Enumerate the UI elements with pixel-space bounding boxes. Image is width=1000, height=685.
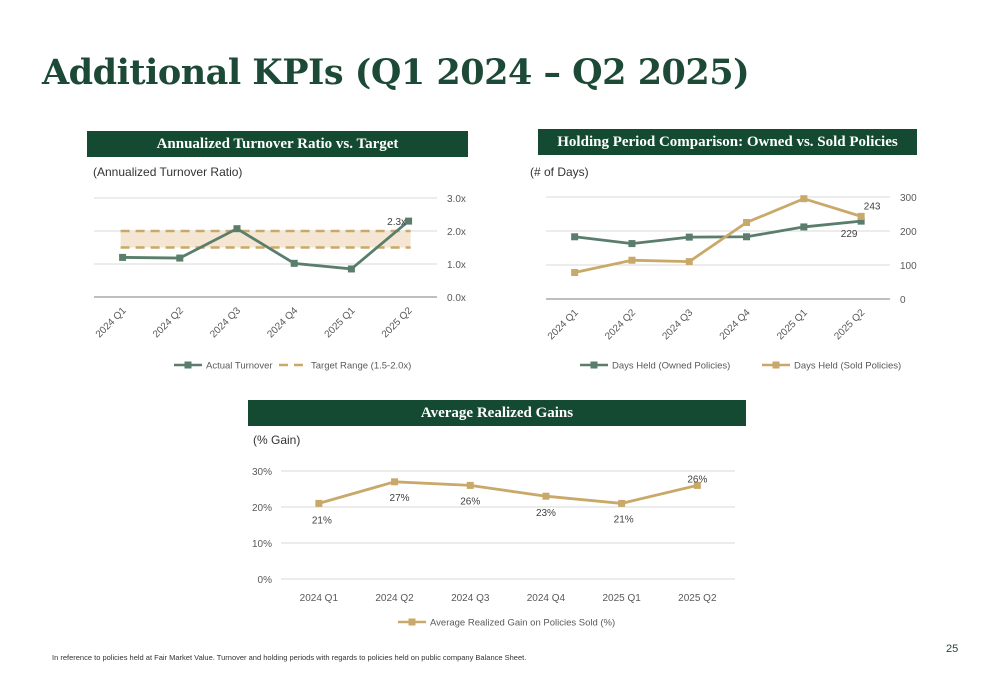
turnover-unit-label: (Annualized Turnover Ratio) (93, 165, 243, 179)
gains-point (315, 499, 323, 507)
gains-data-label: 26% (687, 474, 707, 485)
holding-data-label: 243 (864, 201, 881, 212)
turnover-data-label: 2.3x (387, 217, 406, 228)
gains-data-label: 27% (390, 493, 410, 504)
gains-x-tick-label: 2024 Q3 (451, 593, 490, 604)
gains-chart-header: Average Realized Gains (248, 400, 746, 426)
holding-y-tick-label: 100 (900, 261, 917, 272)
turnover-point (290, 259, 298, 267)
holding-point (857, 212, 865, 220)
gains-point (542, 492, 550, 500)
holding-series-line (574, 219, 862, 245)
gains-data-label: 21% (312, 515, 332, 526)
gains-series-line (318, 480, 698, 505)
gains-x-tick-label: 2025 Q1 (602, 593, 641, 604)
holding-point (628, 240, 636, 248)
holding-chart-header: Holding Period Comparison: Owned vs. Sol… (538, 129, 917, 155)
holding-legend-marker (590, 361, 598, 369)
turnover-point (119, 253, 127, 261)
holding-y-tick-label: 0 (900, 295, 906, 306)
gains-point (466, 481, 474, 489)
gains-y-tick-label: 0% (258, 575, 273, 586)
gains-y-tick-label: 10% (252, 539, 272, 550)
turnover-point (347, 265, 355, 273)
holding-point (628, 256, 636, 264)
turnover-target-band (120, 231, 411, 248)
gains-y-tick-label: 20% (252, 503, 272, 514)
turnover-point (233, 225, 241, 233)
page-number: 25 (946, 643, 959, 655)
gains-point (391, 478, 399, 486)
turnover-point (405, 217, 413, 225)
holding-point (800, 195, 808, 203)
holding-data-label: 229 (841, 229, 858, 240)
holding-point (800, 223, 808, 231)
turnover-y-tick-label: 1.0x (447, 260, 466, 271)
holding-point (857, 217, 865, 225)
gains-data-label: 23% (536, 508, 556, 519)
holding-legend-label: Days Held (Owned Policies) (612, 361, 730, 372)
gains-x-tick-label: 2025 Q2 (678, 593, 717, 604)
footnote: In reference to policies held at Fair Ma… (52, 653, 527, 662)
turnover-legend-label: Actual Turnover (206, 361, 273, 372)
gains-y-tick-label: 30% (252, 467, 272, 478)
holding-legend-marker (772, 361, 780, 369)
turnover-point (176, 254, 184, 262)
gains-x-tick-label: 2024 Q2 (375, 593, 414, 604)
gains-unit-label: (% Gain) (253, 433, 301, 447)
turnover-y-tick-label: 0.0x (447, 293, 466, 304)
turnover-y-tick-label: 3.0x (447, 194, 466, 205)
gains-legend-label: Average Realized Gain on Policies Sold (… (430, 618, 615, 629)
gains-legend-marker (408, 618, 416, 626)
turnover-series-line (122, 220, 410, 271)
gains-x-tick-label: 2024 Q4 (527, 593, 566, 604)
holding-y-tick-label: 300 (900, 193, 917, 204)
holding-series-line (574, 197, 862, 274)
gains-x-tick-label: 2024 Q1 (300, 593, 339, 604)
holding-point (743, 219, 751, 226)
holding-y-tick-label: 200 (900, 227, 917, 238)
turnover-chart-header: Annualized Turnover Ratio vs. Target (87, 131, 468, 157)
holding-point (571, 268, 579, 276)
gains-data-label: 26% (460, 496, 480, 507)
gains-point (618, 499, 626, 507)
turnover-legend-marker (184, 361, 192, 369)
holding-legend-label: Days Held (Sold Policies) (794, 361, 901, 372)
holding-point (743, 233, 751, 241)
page-title: Additional KPIs (Q1 2024 – Q2 2025) (42, 52, 750, 93)
gains-point (693, 481, 701, 489)
turnover-legend-label: Target Range (1.5-2.0x) (311, 361, 411, 372)
turnover-y-tick-label: 2.0x (447, 227, 466, 238)
holding-point (685, 258, 693, 266)
holding-point (685, 233, 693, 241)
holding-unit-label: (# of Days) (530, 165, 589, 179)
holding-point (571, 233, 579, 241)
gains-data-label: 21% (614, 514, 634, 525)
